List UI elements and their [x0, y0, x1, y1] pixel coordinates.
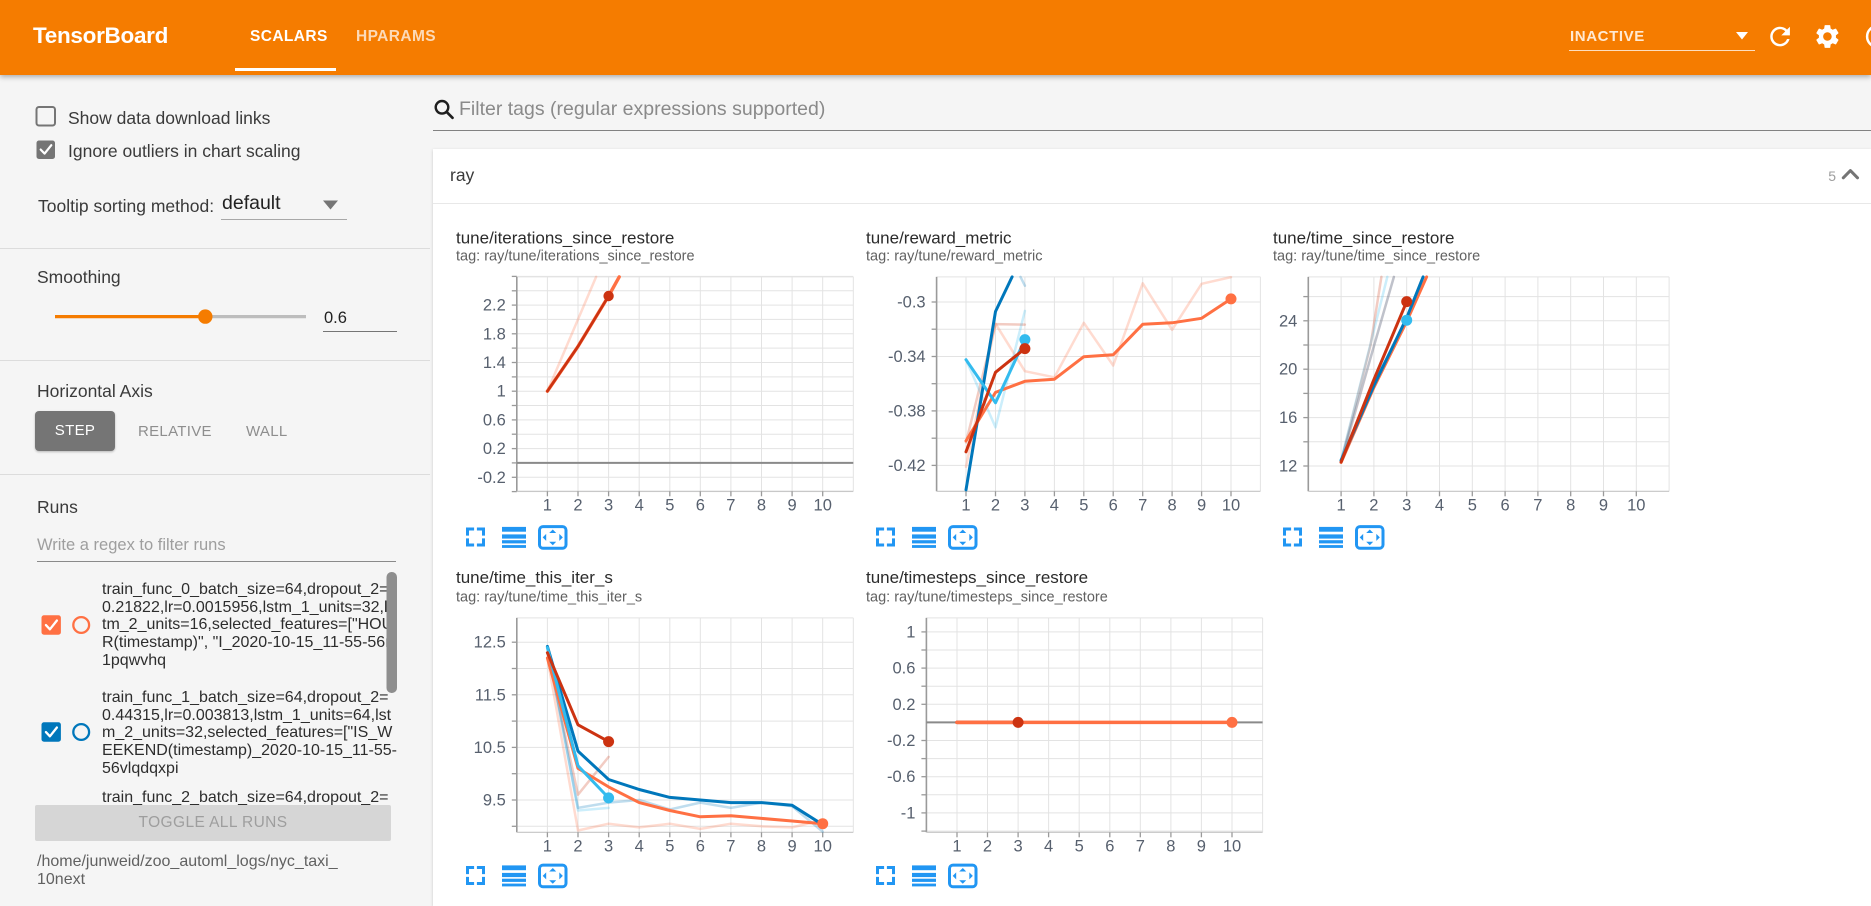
svg-text:1: 1 — [1337, 497, 1346, 515]
svg-text:1: 1 — [543, 497, 552, 515]
svg-text:4: 4 — [1044, 838, 1053, 856]
svg-text:-0.38: -0.38 — [888, 402, 926, 420]
svg-text:11.5: 11.5 — [475, 686, 506, 704]
svg-text:5: 5 — [1075, 838, 1084, 856]
svg-text:5: 5 — [1828, 168, 1836, 184]
svg-text:tag: ray/tune/time_since_resto: tag: ray/tune/time_since_restore — [1273, 249, 1480, 265]
svg-text:tune/timesteps_since_restore: tune/timesteps_since_restore — [866, 568, 1088, 587]
svg-text:9: 9 — [1197, 838, 1206, 856]
svg-text:9: 9 — [788, 497, 797, 515]
svg-text:8: 8 — [757, 497, 766, 515]
svg-text:8: 8 — [1168, 497, 1177, 515]
svg-text:12.5: 12.5 — [474, 634, 506, 652]
svg-text:7: 7 — [726, 497, 735, 515]
svg-text:8: 8 — [1566, 497, 1575, 515]
svg-text:tag: ray/tune/time_this_iter_s: tag: ray/tune/time_this_iter_s — [456, 590, 642, 606]
svg-text:1: 1 — [906, 623, 915, 641]
svg-text:0.6: 0.6 — [892, 660, 915, 678]
svg-text:7: 7 — [1136, 838, 1145, 856]
svg-text:tune/time_this_iter_s: tune/time_this_iter_s — [456, 568, 613, 587]
svg-text:tune/iterations_since_restore: tune/iterations_since_restore — [456, 229, 674, 248]
svg-text:2: 2 — [573, 838, 582, 856]
svg-text:24: 24 — [1279, 312, 1297, 330]
svg-text:7: 7 — [1533, 497, 1542, 515]
svg-text:2: 2 — [573, 497, 582, 515]
svg-text:3: 3 — [1402, 497, 1411, 515]
svg-text:7: 7 — [726, 838, 735, 856]
svg-text:tune/reward_metric: tune/reward_metric — [866, 229, 1012, 248]
svg-text:5: 5 — [665, 838, 674, 856]
svg-text:7: 7 — [1138, 497, 1147, 515]
svg-text:6: 6 — [1105, 838, 1114, 856]
svg-text:9: 9 — [788, 838, 797, 856]
svg-text:9.5: 9.5 — [483, 792, 506, 810]
svg-text:20: 20 — [1279, 361, 1297, 379]
svg-text:5: 5 — [1468, 497, 1477, 515]
svg-text:-0.34: -0.34 — [888, 348, 926, 366]
svg-text:1: 1 — [497, 383, 506, 401]
svg-text:1.8: 1.8 — [483, 325, 506, 343]
svg-text:2.2: 2.2 — [483, 297, 506, 315]
svg-text:3: 3 — [1014, 838, 1023, 856]
svg-text:0.2: 0.2 — [892, 696, 915, 714]
svg-text:1: 1 — [961, 497, 970, 515]
svg-text:1: 1 — [543, 838, 552, 856]
svg-text:-0.42: -0.42 — [888, 457, 926, 475]
svg-text:-0.3: -0.3 — [897, 294, 925, 312]
svg-text:tune/time_since_restore: tune/time_since_restore — [1273, 229, 1454, 248]
svg-text:4: 4 — [635, 497, 644, 515]
svg-text:4: 4 — [1050, 497, 1059, 515]
svg-text:10: 10 — [814, 838, 832, 856]
svg-text:8: 8 — [1166, 838, 1175, 856]
svg-text:tag: ray/tune/iterations_since: tag: ray/tune/iterations_since_restore — [456, 249, 695, 265]
svg-text:4: 4 — [635, 838, 644, 856]
svg-text:10: 10 — [814, 497, 832, 515]
svg-text:12: 12 — [1279, 458, 1297, 476]
svg-text:0.6: 0.6 — [483, 411, 506, 429]
svg-text:2: 2 — [1369, 497, 1378, 515]
svg-text:-0.2: -0.2 — [887, 732, 915, 750]
svg-text:2: 2 — [991, 497, 1000, 515]
svg-text:1.4: 1.4 — [483, 354, 506, 372]
svg-text:tag: ray/tune/timesteps_since_: tag: ray/tune/timesteps_since_restore — [866, 590, 1108, 606]
svg-text:9: 9 — [1599, 497, 1608, 515]
svg-text:6: 6 — [696, 497, 705, 515]
svg-text:4: 4 — [1435, 497, 1444, 515]
svg-text:0.2: 0.2 — [483, 440, 506, 458]
svg-text:5: 5 — [1079, 497, 1088, 515]
svg-text:6: 6 — [1501, 497, 1510, 515]
svg-text:10: 10 — [1627, 497, 1645, 515]
svg-text:-0.6: -0.6 — [887, 768, 915, 786]
svg-text:6: 6 — [1109, 497, 1118, 515]
svg-text:10: 10 — [1223, 838, 1241, 856]
svg-text:8: 8 — [757, 838, 766, 856]
svg-text:6: 6 — [696, 838, 705, 856]
svg-text:3: 3 — [604, 497, 613, 515]
svg-text:9: 9 — [1197, 497, 1206, 515]
svg-text:tag: ray/tune/reward_metric: tag: ray/tune/reward_metric — [866, 249, 1043, 265]
svg-text:-0.2: -0.2 — [477, 469, 505, 487]
svg-text:2: 2 — [983, 838, 992, 856]
svg-text:10.5: 10.5 — [474, 739, 506, 757]
svg-text:3: 3 — [604, 838, 613, 856]
svg-text:-1: -1 — [901, 804, 916, 822]
svg-text:16: 16 — [1279, 409, 1297, 427]
svg-text:10: 10 — [1222, 497, 1240, 515]
svg-text:3: 3 — [1020, 497, 1029, 515]
svg-text:5: 5 — [665, 497, 674, 515]
svg-text:1: 1 — [952, 838, 961, 856]
